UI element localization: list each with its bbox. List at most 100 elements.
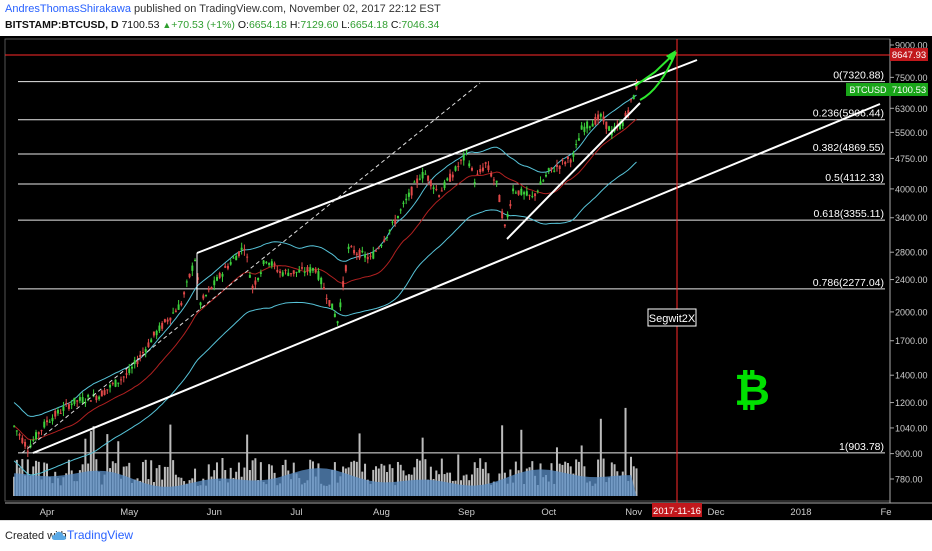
- volume-bar: [635, 468, 638, 496]
- candle-up: [542, 180, 545, 182]
- candle-up: [361, 250, 364, 253]
- candle-up: [221, 273, 224, 277]
- candle-down: [125, 373, 128, 375]
- last-price-text: 7100.53: [892, 85, 926, 96]
- candle-up: [199, 302, 202, 306]
- volume-bar: [163, 466, 166, 496]
- chart-area[interactable]: 0(7320.88) 0.236(5906.44) 0.382(4869.55) 0.…: [0, 36, 932, 520]
- candle-up: [128, 368, 131, 374]
- channel-upper-line[interactable]: [196, 59, 698, 254]
- candle-up: [177, 304, 180, 310]
- candle-down: [276, 269, 279, 272]
- candle-up: [539, 181, 542, 185]
- time-axis[interactable]: Apr May Jun Jul Aug Sep Oct Nov Dec 2018 Fe: [40, 507, 892, 518]
- candle-down: [438, 195, 441, 197]
- price-axis[interactable]: 9000.00 7500.00 6300.00 5500.00 4750.00 4000.…: [890, 41, 928, 485]
- candle-up: [270, 261, 273, 266]
- candle-up: [407, 192, 410, 197]
- candle-down: [196, 277, 199, 280]
- time-tick-label: May: [120, 507, 138, 518]
- footer: Created with TradingView: [0, 520, 932, 551]
- candle-down: [161, 322, 164, 329]
- candle-down: [498, 195, 501, 203]
- candle-down: [89, 400, 92, 402]
- volume-bar: [172, 460, 175, 496]
- candle-down: [306, 267, 309, 272]
- candle-up: [575, 144, 578, 146]
- candle-up: [520, 188, 523, 195]
- candle-up: [336, 321, 339, 324]
- candle-down: [440, 190, 443, 192]
- candle-down: [290, 273, 293, 275]
- candle-down: [566, 156, 569, 160]
- candle-down: [630, 99, 633, 101]
- candle-up: [473, 182, 476, 184]
- candle-up: [281, 272, 284, 276]
- candle-up: [78, 397, 81, 401]
- candle-down: [322, 287, 325, 290]
- time-tick-label: Fe: [880, 507, 891, 518]
- candle-up: [320, 277, 323, 285]
- support-line[interactable]: [506, 102, 641, 240]
- candle-up: [462, 154, 465, 161]
- author-link[interactable]: AndresThomasShirakawa: [5, 3, 131, 15]
- candle-down: [59, 412, 62, 414]
- forecast-arrow: [634, 51, 677, 87]
- volume-bar: [476, 467, 479, 496]
- candle-down: [492, 179, 495, 181]
- candle-up: [586, 121, 589, 129]
- candle-down: [569, 159, 572, 163]
- candle-up: [205, 294, 208, 296]
- up-triangle-icon: ▲: [162, 20, 172, 30]
- candle-down: [40, 430, 43, 432]
- candle-up: [62, 406, 65, 411]
- candle-down: [429, 180, 432, 187]
- event-date-badge: [652, 503, 702, 517]
- candle-down: [550, 167, 553, 170]
- candle-up: [114, 379, 117, 387]
- candle-down: [470, 167, 473, 171]
- candle-up: [583, 126, 586, 132]
- candle-up: [399, 209, 402, 211]
- candle-up: [402, 202, 405, 204]
- fib-level-label: 0.618(3355.11): [814, 208, 884, 220]
- plot-frame: [4, 38, 891, 502]
- candle-down: [152, 331, 155, 336]
- fib-level-label: 1(903.78): [839, 441, 884, 453]
- candle-down: [246, 256, 249, 258]
- close-value: 7046.34: [401, 19, 440, 31]
- dashed-trend-line[interactable]: [21, 82, 481, 454]
- candle-up: [194, 259, 197, 261]
- volume-bar: [221, 458, 224, 496]
- candle-up: [621, 122, 624, 127]
- symbol-badge-text: BTCUSD: [849, 85, 887, 95]
- candle-down: [501, 211, 504, 219]
- fib-level-label: 0.382(4869.55): [813, 142, 884, 154]
- candle-up: [295, 271, 298, 273]
- candle-up: [372, 252, 375, 259]
- volume-bar: [520, 429, 523, 496]
- candle-down: [163, 319, 166, 323]
- candle-down: [605, 121, 608, 129]
- price-tick-label: 4750.00: [895, 154, 928, 164]
- indicator-layer: [13, 94, 637, 476]
- channel-lower-line[interactable]: [32, 103, 881, 454]
- candle-down: [449, 173, 452, 182]
- candle-down: [226, 265, 229, 269]
- candle-down: [394, 219, 397, 224]
- volume-bar: [632, 466, 635, 496]
- fib-level-label: 0.786(2277.04): [813, 277, 884, 289]
- volume-average-area: [14, 468, 637, 496]
- tradingview-link[interactable]: TradingView: [67, 528, 134, 542]
- fibonacci-retracement[interactable]: 0(7320.88)0.236(5906.44)0.382(4869.55)0.…: [18, 70, 885, 454]
- bollinger-lower-line: [13, 161, 637, 476]
- candle-up: [446, 178, 449, 181]
- ohlc-legend: BITSTAMP:BTCUSD, D 7100.53 ▲+70.53 (+1%)…: [5, 19, 439, 31]
- volume-bar: [418, 460, 421, 496]
- candle-up: [32, 439, 35, 441]
- candle-down: [416, 178, 419, 184]
- price-tick-label: 7500.00: [895, 73, 928, 83]
- volume-bar: [166, 466, 169, 496]
- candle-down: [555, 164, 558, 167]
- price-chart[interactable]: 0(7320.88)0.236(5906.44)0.382(4869.55)0.…: [0, 36, 932, 520]
